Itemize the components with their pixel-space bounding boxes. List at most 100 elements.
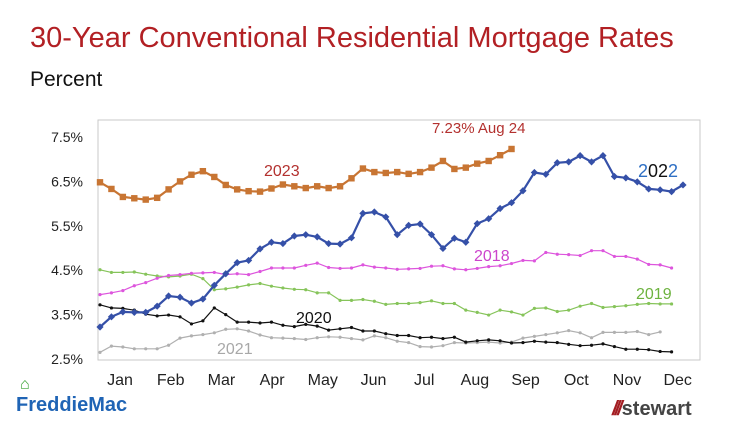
data-point-2022 (576, 152, 584, 160)
data-point-2020 (361, 329, 365, 333)
data-point-2023 (382, 169, 389, 177)
data-point-2019 (567, 308, 571, 312)
data-point-2022 (519, 187, 527, 195)
data-point-2019 (578, 304, 582, 308)
data-point-2019 (624, 304, 628, 308)
freddie-mac-logo: ⌂ FreddieMac (16, 376, 128, 417)
y-tick-label: 7.5% (51, 129, 83, 145)
data-point-2019 (121, 270, 125, 275)
data-point-2023 (496, 152, 504, 159)
data-point-2022 (645, 185, 653, 193)
data-point-2021 (349, 336, 354, 341)
data-point-2019 (395, 301, 399, 306)
x-tick-label: Oct (564, 372, 589, 389)
data-point-2020 (487, 338, 491, 342)
data-point-2021 (224, 327, 228, 331)
data-point-2018 (361, 263, 365, 267)
data-point-2019 (669, 302, 674, 306)
data-point-2018 (349, 266, 354, 270)
data-point-2021 (532, 334, 536, 338)
data-point-2021 (612, 330, 617, 334)
data-point-2022 (485, 215, 493, 223)
data-point-2021 (338, 335, 342, 339)
data-point-2018 (372, 265, 376, 269)
data-point-2021 (372, 334, 376, 338)
freddie-mac-logo-text: FreddieMac (16, 394, 128, 416)
data-point-2022 (587, 158, 596, 166)
data-point-2021 (155, 347, 159, 351)
data-point-2022 (325, 239, 333, 248)
data-point-2018 (132, 284, 136, 288)
plot-area (97, 119, 701, 361)
data-point-2022 (427, 231, 436, 239)
data-point-2022 (679, 181, 687, 189)
data-point-2018 (578, 253, 582, 258)
data-point-2021 (132, 347, 136, 351)
data-point-2019 (475, 310, 479, 314)
data-point-2018 (304, 263, 308, 267)
data-point-2023 (153, 194, 161, 202)
data-point-2020 (532, 339, 536, 343)
data-point-2022 (622, 174, 630, 182)
data-point-2021 (201, 332, 205, 337)
data-point-2019 (635, 302, 639, 306)
y-tick-label: 6.5% (51, 173, 83, 189)
stewart-mark-icon: /// (612, 398, 623, 420)
data-point-2022 (313, 233, 321, 241)
data-point-2021 (269, 336, 274, 340)
data-point-2019 (452, 301, 456, 306)
data-point-2020 (475, 339, 479, 343)
data-point-2018 (658, 263, 662, 267)
data-point-2022 (393, 231, 401, 239)
data-point-2022 (542, 170, 550, 178)
data-point-2018 (166, 273, 171, 278)
data-point-2020 (338, 327, 342, 331)
data-point-2022 (96, 323, 104, 331)
data-point-2019 (407, 301, 411, 306)
data-point-2020 (429, 335, 434, 339)
data-point-2020 (109, 306, 114, 310)
data-point-2022 (416, 220, 424, 228)
data-point-2020 (395, 333, 399, 338)
data-point-2019 (224, 287, 228, 291)
data-point-2018 (155, 276, 159, 280)
data-point-2018 (521, 258, 525, 263)
data-point-2020 (166, 313, 171, 317)
data-point-2021 (121, 345, 125, 349)
x-tick-label: Feb (157, 372, 185, 389)
data-point-2021 (144, 347, 148, 351)
data-point-2018 (418, 266, 422, 271)
data-point-2021 (589, 336, 594, 340)
data-point-2021 (624, 330, 628, 334)
data-point-2022 (222, 270, 230, 278)
data-point-2020 (567, 342, 571, 346)
data-point-2023 (405, 170, 412, 178)
data-point-2021 (212, 331, 216, 335)
data-point-2020 (635, 347, 639, 351)
data-point-2019 (201, 277, 205, 281)
data-point-2018 (315, 261, 319, 265)
data-point-2021 (407, 340, 411, 345)
data-point-2019 (487, 313, 491, 317)
data-point-2022 (450, 234, 458, 242)
data-point-2023 (336, 183, 344, 190)
data-point-2021 (635, 329, 639, 334)
data-point-2020 (304, 322, 308, 326)
data-point-2018 (647, 262, 651, 267)
series-label-2018: 2018 (474, 248, 510, 265)
data-point-2018 (475, 266, 479, 271)
data-point-2021 (601, 330, 605, 334)
data-point-2020 (292, 324, 296, 329)
data-point-2021 (109, 344, 114, 348)
data-point-2020 (464, 340, 468, 344)
data-point-2023 (348, 175, 355, 182)
x-tick-label: Jun (361, 372, 387, 389)
data-point-2019 (418, 301, 422, 305)
data-point-2018 (589, 249, 594, 253)
x-tick-label: Sep (511, 372, 540, 389)
data-point-2019 (315, 291, 319, 295)
data-point-2023 (268, 185, 275, 192)
data-point-2023 (439, 157, 447, 165)
data-point-2020 (224, 313, 228, 317)
data-point-2023 (131, 195, 138, 202)
